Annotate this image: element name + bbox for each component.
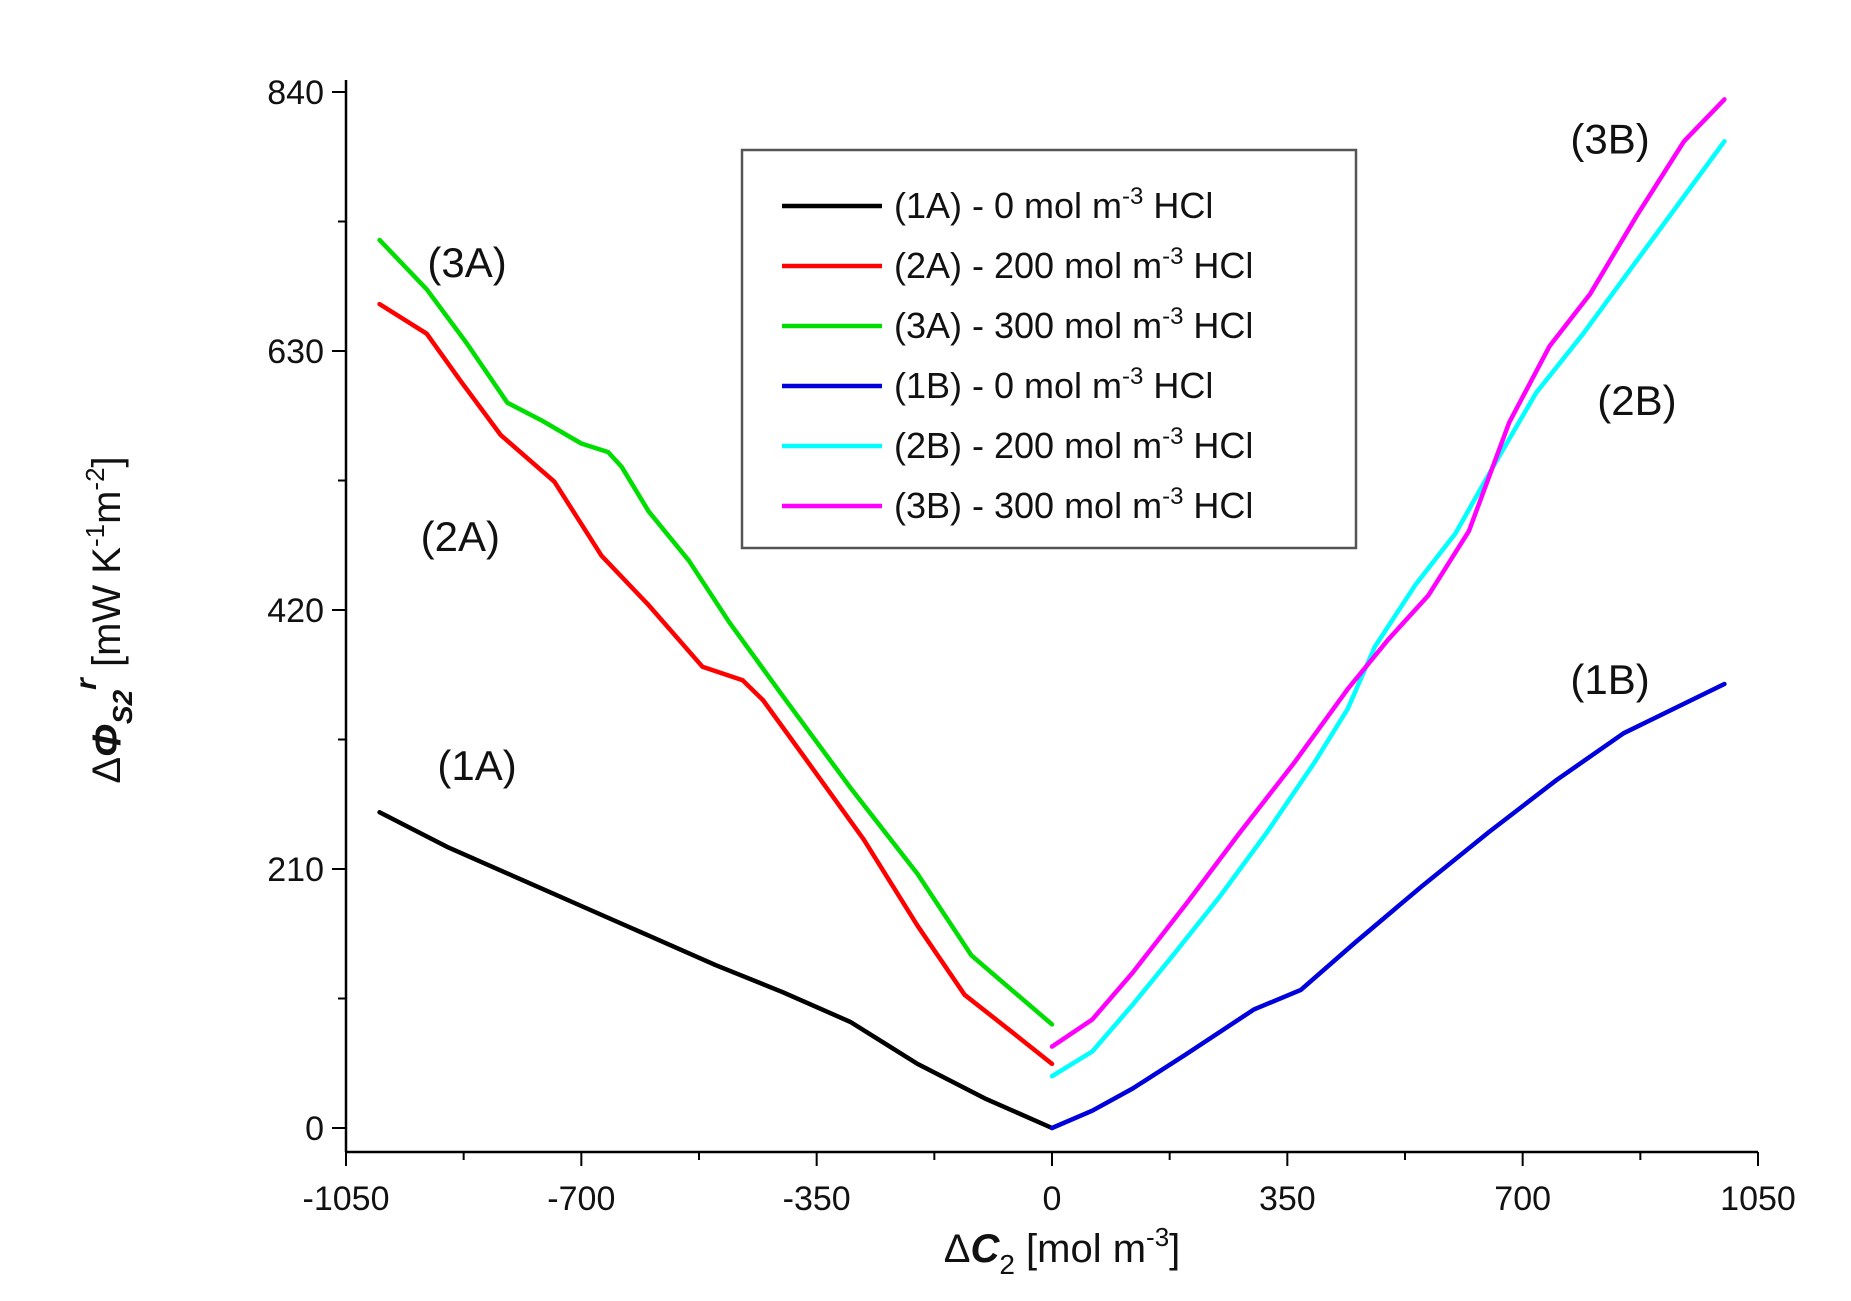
curve-label: (1B) <box>1570 656 1649 703</box>
y-tick-label: 0 <box>305 1110 324 1148</box>
y-tick-label: 630 <box>267 333 324 371</box>
x-tick-label: -700 <box>547 1180 615 1218</box>
annotation-layer: (3A) (2A) (1A) (3B) (2B) (1B) <box>421 116 1677 790</box>
x-tick-label: -350 <box>783 1180 851 1218</box>
curve-label: (1A) <box>437 742 516 789</box>
series-line-5 <box>1049 139 1727 1079</box>
legend-entry: (3B) - 300 mol m-3 HCl <box>894 483 1253 526</box>
x-tick-label: 350 <box>1259 1180 1316 1218</box>
legend-entry: (2A) - 200 mol m-3 HCl <box>894 243 1253 286</box>
axis-titles: ΔC2 [mol m-3] ΔΦS2r [mW K-1m-2] <box>70 456 1180 1280</box>
curve-label: (2A) <box>421 513 500 560</box>
legend-entry: (1B) - 0 mol m-3 HCl <box>894 363 1213 406</box>
y-tick-label: 840 <box>267 74 324 112</box>
legend-entry: (1A) - 0 mol m-3 HCl <box>894 183 1213 226</box>
series-line-4 <box>1049 681 1727 1131</box>
series-line-3 <box>377 237 1055 1027</box>
legend-entry: (3A) - 300 mol m-3 HCl <box>894 303 1253 346</box>
legend-entry: (2B) - 200 mol m-3 HCl <box>894 423 1253 466</box>
y-tick-label: 420 <box>267 592 324 630</box>
legend: (1A) - 0 mol m-3 HCl (2A) - 200 mol m-3 H… <box>740 148 1358 550</box>
x-tick-label: 700 <box>1494 1180 1551 1218</box>
series-line-2 <box>377 301 1055 1067</box>
legend-box <box>740 148 1358 550</box>
curve-label: (2B) <box>1597 377 1676 424</box>
series-layer <box>377 97 1727 1131</box>
series-line-6 <box>1049 97 1727 1049</box>
axes: -1050 -700 -350 0 350 700 1050 0 210 420 630 840 <box>267 74 1796 1218</box>
y-axis-title: ΔΦS2r [mW K-1m-2] <box>70 456 138 783</box>
series-line-1 <box>377 810 1055 1131</box>
curve-label: (3B) <box>1570 116 1649 163</box>
x-tick-label: 0 <box>1043 1180 1062 1218</box>
curve-label: (3A) <box>427 239 506 286</box>
x-tick-label: -1050 <box>303 1180 390 1218</box>
x-axis-title: ΔC2 [mol m-3] <box>944 1222 1181 1280</box>
x-tick-label: 1050 <box>1720 1180 1796 1218</box>
y-tick-label: 210 <box>267 851 324 889</box>
